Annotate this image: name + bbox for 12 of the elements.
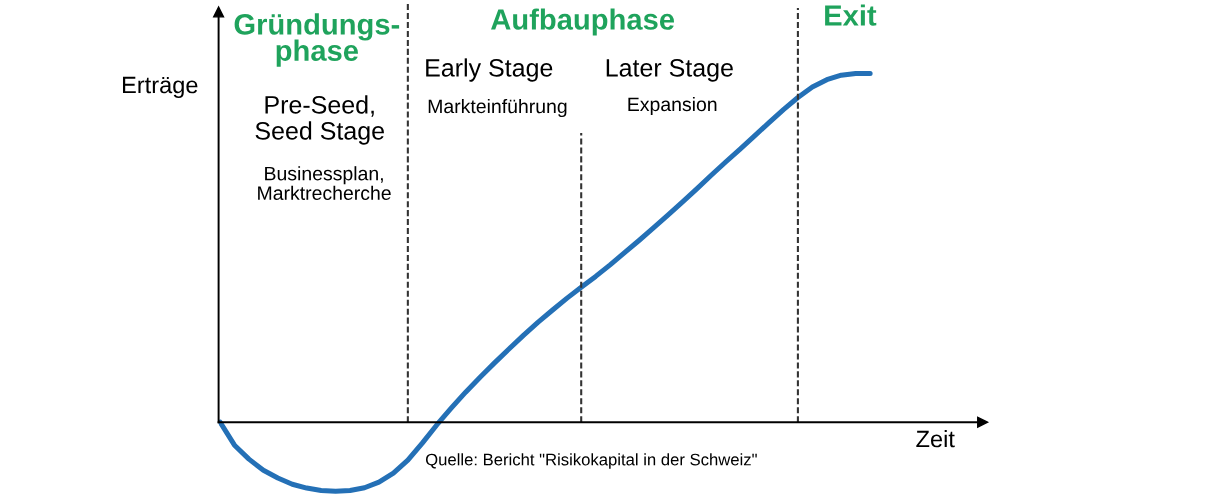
text: Gründungs- phase xyxy=(234,13,400,67)
annotation: Later Stage xyxy=(606,59,733,82)
annotation: Expansion xyxy=(628,96,717,116)
x-axis-title: Zeit xyxy=(916,429,955,448)
annotation: Markteinführung xyxy=(428,98,567,118)
annotation: Early Stage xyxy=(426,58,553,82)
annotation: Quelle: Bericht "Risikokapital in der Schweiz" xyxy=(425,453,757,469)
annotation: Businessplan, Marktrecherche xyxy=(258,166,391,200)
text: Aufbauphase xyxy=(491,8,675,36)
annotation: Pre-Seed, Seed Stage xyxy=(255,95,384,145)
y-axis-title: Erträge xyxy=(123,76,198,98)
text: Exit xyxy=(825,4,877,26)
